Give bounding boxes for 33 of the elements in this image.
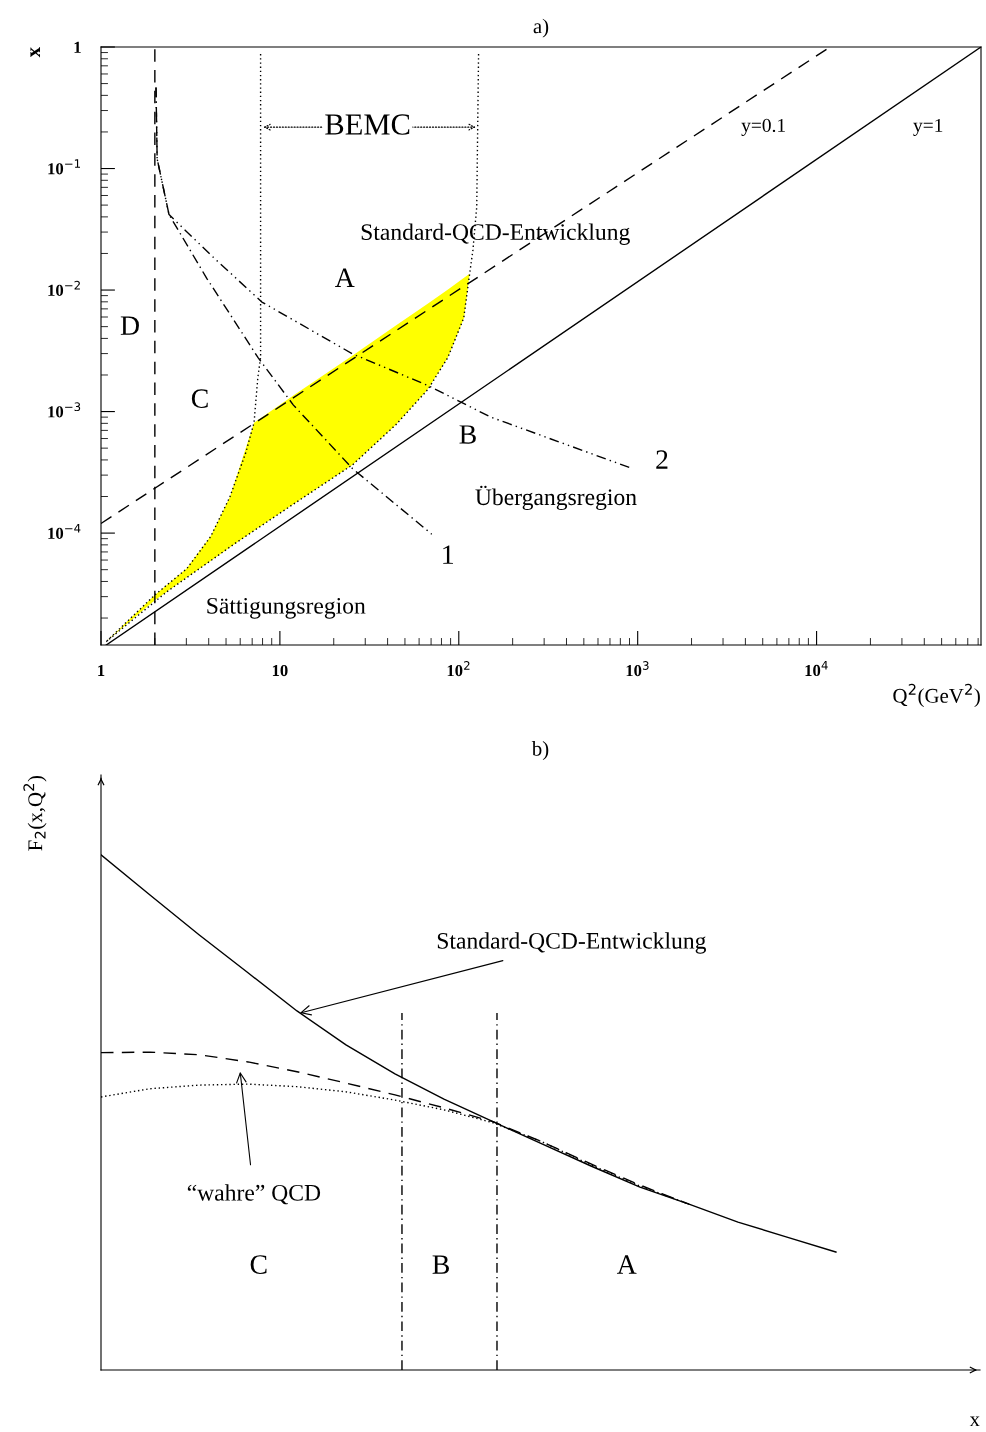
annotation: 2 (656, 450, 668, 469)
y-tick-label: 1 (74, 41, 81, 53)
annotation: A (616, 1255, 637, 1274)
chart-title: b) (531, 741, 549, 760)
annotation: BEMC (325, 114, 410, 135)
x-tick-label: 1 (98, 665, 105, 677)
y-axis-title: x (30, 47, 41, 58)
x-tick-label: 10$^{3}$ (626, 661, 649, 677)
annotation: “wahre” QCD (187, 1184, 321, 1205)
annotation: Standard-QCD-Entwicklung (361, 223, 630, 245)
annotation: B (459, 425, 476, 444)
x-tick-label: 10 (272, 664, 288, 677)
x-tick-label: 10$^{4}$ (805, 661, 828, 677)
annotation: 1 (443, 545, 453, 564)
annotation: Übergangsregion (475, 485, 637, 511)
annotation: C (191, 389, 208, 408)
annotation: y=1 (913, 118, 943, 136)
annotation: y=0.1 (741, 118, 785, 136)
x-tick-label: 10$^{2}$ (447, 661, 470, 677)
annotation: Sättigungsregion (207, 597, 366, 619)
y-tick-label: 10$^{−1}$ (48, 159, 80, 175)
x-axis-title: Q$^{2}$(GeV$^{2}$) (893, 683, 980, 708)
annotation: B (432, 1255, 449, 1274)
y-tick-label: 10$^{−4}$ (48, 523, 81, 539)
chart-title: a) (533, 18, 549, 38)
annotation: Standard-QCD-Entwicklung (437, 932, 706, 954)
annotation: D (120, 316, 139, 335)
y-axis-title: F$_{2}$(x,Q$^{2}$) (23, 775, 47, 851)
y-tick-label: 10$^{−2}$ (48, 280, 80, 296)
annotation: C (250, 1255, 267, 1274)
annotation: A (335, 268, 355, 287)
y-tick-label: 10$^{−3}$ (48, 402, 81, 418)
x-axis-title: x (969, 1416, 980, 1427)
